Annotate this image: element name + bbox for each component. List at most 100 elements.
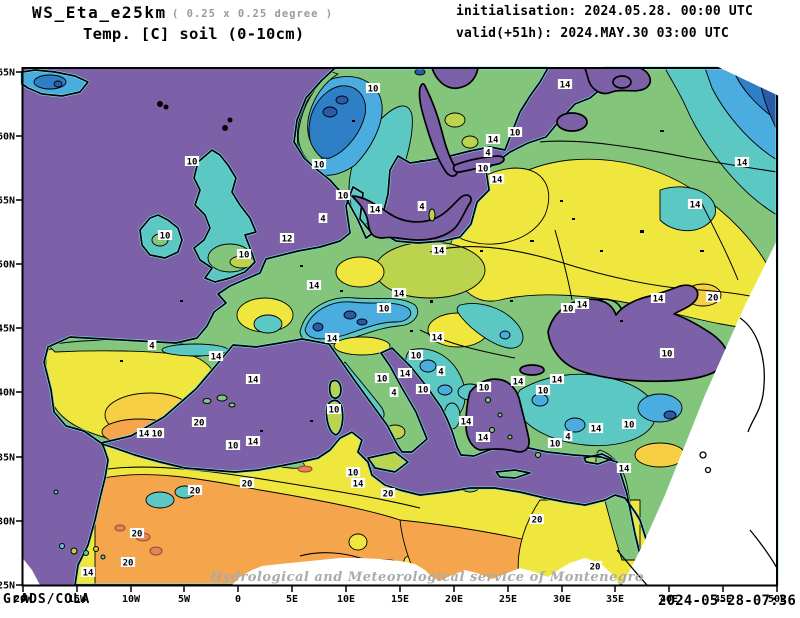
contour-label: 10 [338,192,349,202]
contour-label-box [245,374,261,384]
contour-label: 10 [479,384,490,394]
watermark: Hydrological and Meteorological service … [210,570,645,585]
contour-label-box [184,156,200,166]
contour-label-box [191,417,207,427]
lat-tick-label: 45N [0,324,15,335]
contour-label-box [475,163,491,173]
contour-label-box [489,174,505,184]
rivers [419,199,739,359]
contour-label-box [147,340,157,350]
contour-label-box [574,299,590,309]
contour-label: 10 [187,158,198,168]
contour-label: 20 [190,487,201,497]
contour-label: 14 [513,378,524,388]
contour-label-box [587,561,603,571]
model-title: WS_Eta_e25km [32,3,167,22]
lat-tick-label: 65N [0,68,15,79]
contour-label-box [475,432,491,442]
lon-tick-label: 5W [178,594,191,605]
lon-tick-label: 15E [391,594,409,605]
contour-label: 12 [282,235,293,245]
grads-credit: GrADS/COLA [3,592,91,607]
contour-label-box [380,488,396,498]
lat-tick-label: 35N [0,453,15,464]
contour-label-box [563,431,573,441]
contour-label-box [239,478,255,488]
contour-label: 20 [242,480,253,490]
contour-label: 10 [368,85,379,95]
lon-tick-label: 20W [14,594,33,605]
lon-tick-label: 35E [606,594,624,605]
lon-tick-label: 50E [768,594,786,605]
grid-resolution: ( 0.25 x 0.25 degree ) [172,8,334,20]
contour-label-box [208,351,224,361]
contour-label: 14 [370,206,381,216]
contour-label: 14 [211,353,222,363]
contour-label-box [458,416,474,426]
contour-label-box [397,368,413,378]
contour-label-box [431,245,447,255]
contour-label: 10 [160,232,171,242]
contour-label: 10 [377,375,388,385]
contour-label-box [529,514,545,524]
contour-label: 10 [478,165,489,175]
contour-label-box [510,376,526,386]
contour-label-box [306,280,322,290]
contour-label-box [129,528,145,538]
contour-label-box [335,190,351,200]
contour-label-box [549,374,565,384]
contour-label: 4 [149,342,155,352]
lon-tick-label: 25E [499,594,517,605]
contour-label: 14 [434,247,445,257]
contour-label-box [391,288,407,298]
contour-label: 4 [438,368,444,378]
contour-label-box [483,147,493,157]
lat-tick-label: 50N [0,260,15,271]
contour-label-box [225,440,241,450]
contour-label: 20 [123,559,134,569]
contour-label: 14 [478,434,489,444]
contour-label: 10 [239,251,250,261]
domain-cut-white [22,240,777,585]
render-timestamp: 2024-05-28-07:36 [657,593,796,609]
initialisation-time: initialisation: 2024.05.28. 00:00 UTC [456,4,753,19]
contour-label-box [350,478,366,488]
lat-tick-label: 40N [0,388,15,399]
contour-label-box [507,127,523,137]
contour-label: 14 [619,465,630,475]
contour-label: 14 [653,295,664,305]
contour-label-box [136,428,152,438]
contour-label: 14 [394,290,405,300]
contour-label: 20 [708,294,719,304]
contour-label: 14 [139,430,150,440]
lon-tick-label: 15W [68,594,87,605]
contour-label: 14 [400,370,411,380]
contour-label-box [557,79,573,89]
latitude-axis: 65N 60N 55N 50N 45N 40N 35N 30N 25N [0,68,15,592]
contour-label: 14 [552,376,563,386]
contour-label-box [80,567,96,577]
contour-label-box [687,199,703,209]
contour-label-box [429,332,445,342]
contour-label: 14 [432,334,443,344]
contour-label: 14 [309,282,320,292]
lon-tick-label: 0 [235,594,241,605]
contour-label: 4 [320,215,326,225]
longitude-axis: 20W 15W 10W 5W 0 5E 10E 15E 20E 25E 30E 35E 40E 45E 50… [14,594,786,605]
contour-label: 10 [662,350,673,360]
contour-label: 4 [391,389,397,399]
contour-label: 20 [590,563,601,573]
contour-label: 10 [228,442,239,452]
contour-label: 14 [83,569,94,579]
contour-label-box [389,387,399,397]
lat-tick-label: 60N [0,132,15,143]
contour-label-box [734,157,750,167]
contour-label-box [417,201,427,211]
contour-label: 14 [248,376,259,386]
lon-tick-label: 20E [445,594,463,605]
contour-label: 14 [461,418,472,428]
contour-label-box [621,419,637,429]
lat-tick-label: 55N [0,196,15,207]
contour-label-box [365,83,381,93]
